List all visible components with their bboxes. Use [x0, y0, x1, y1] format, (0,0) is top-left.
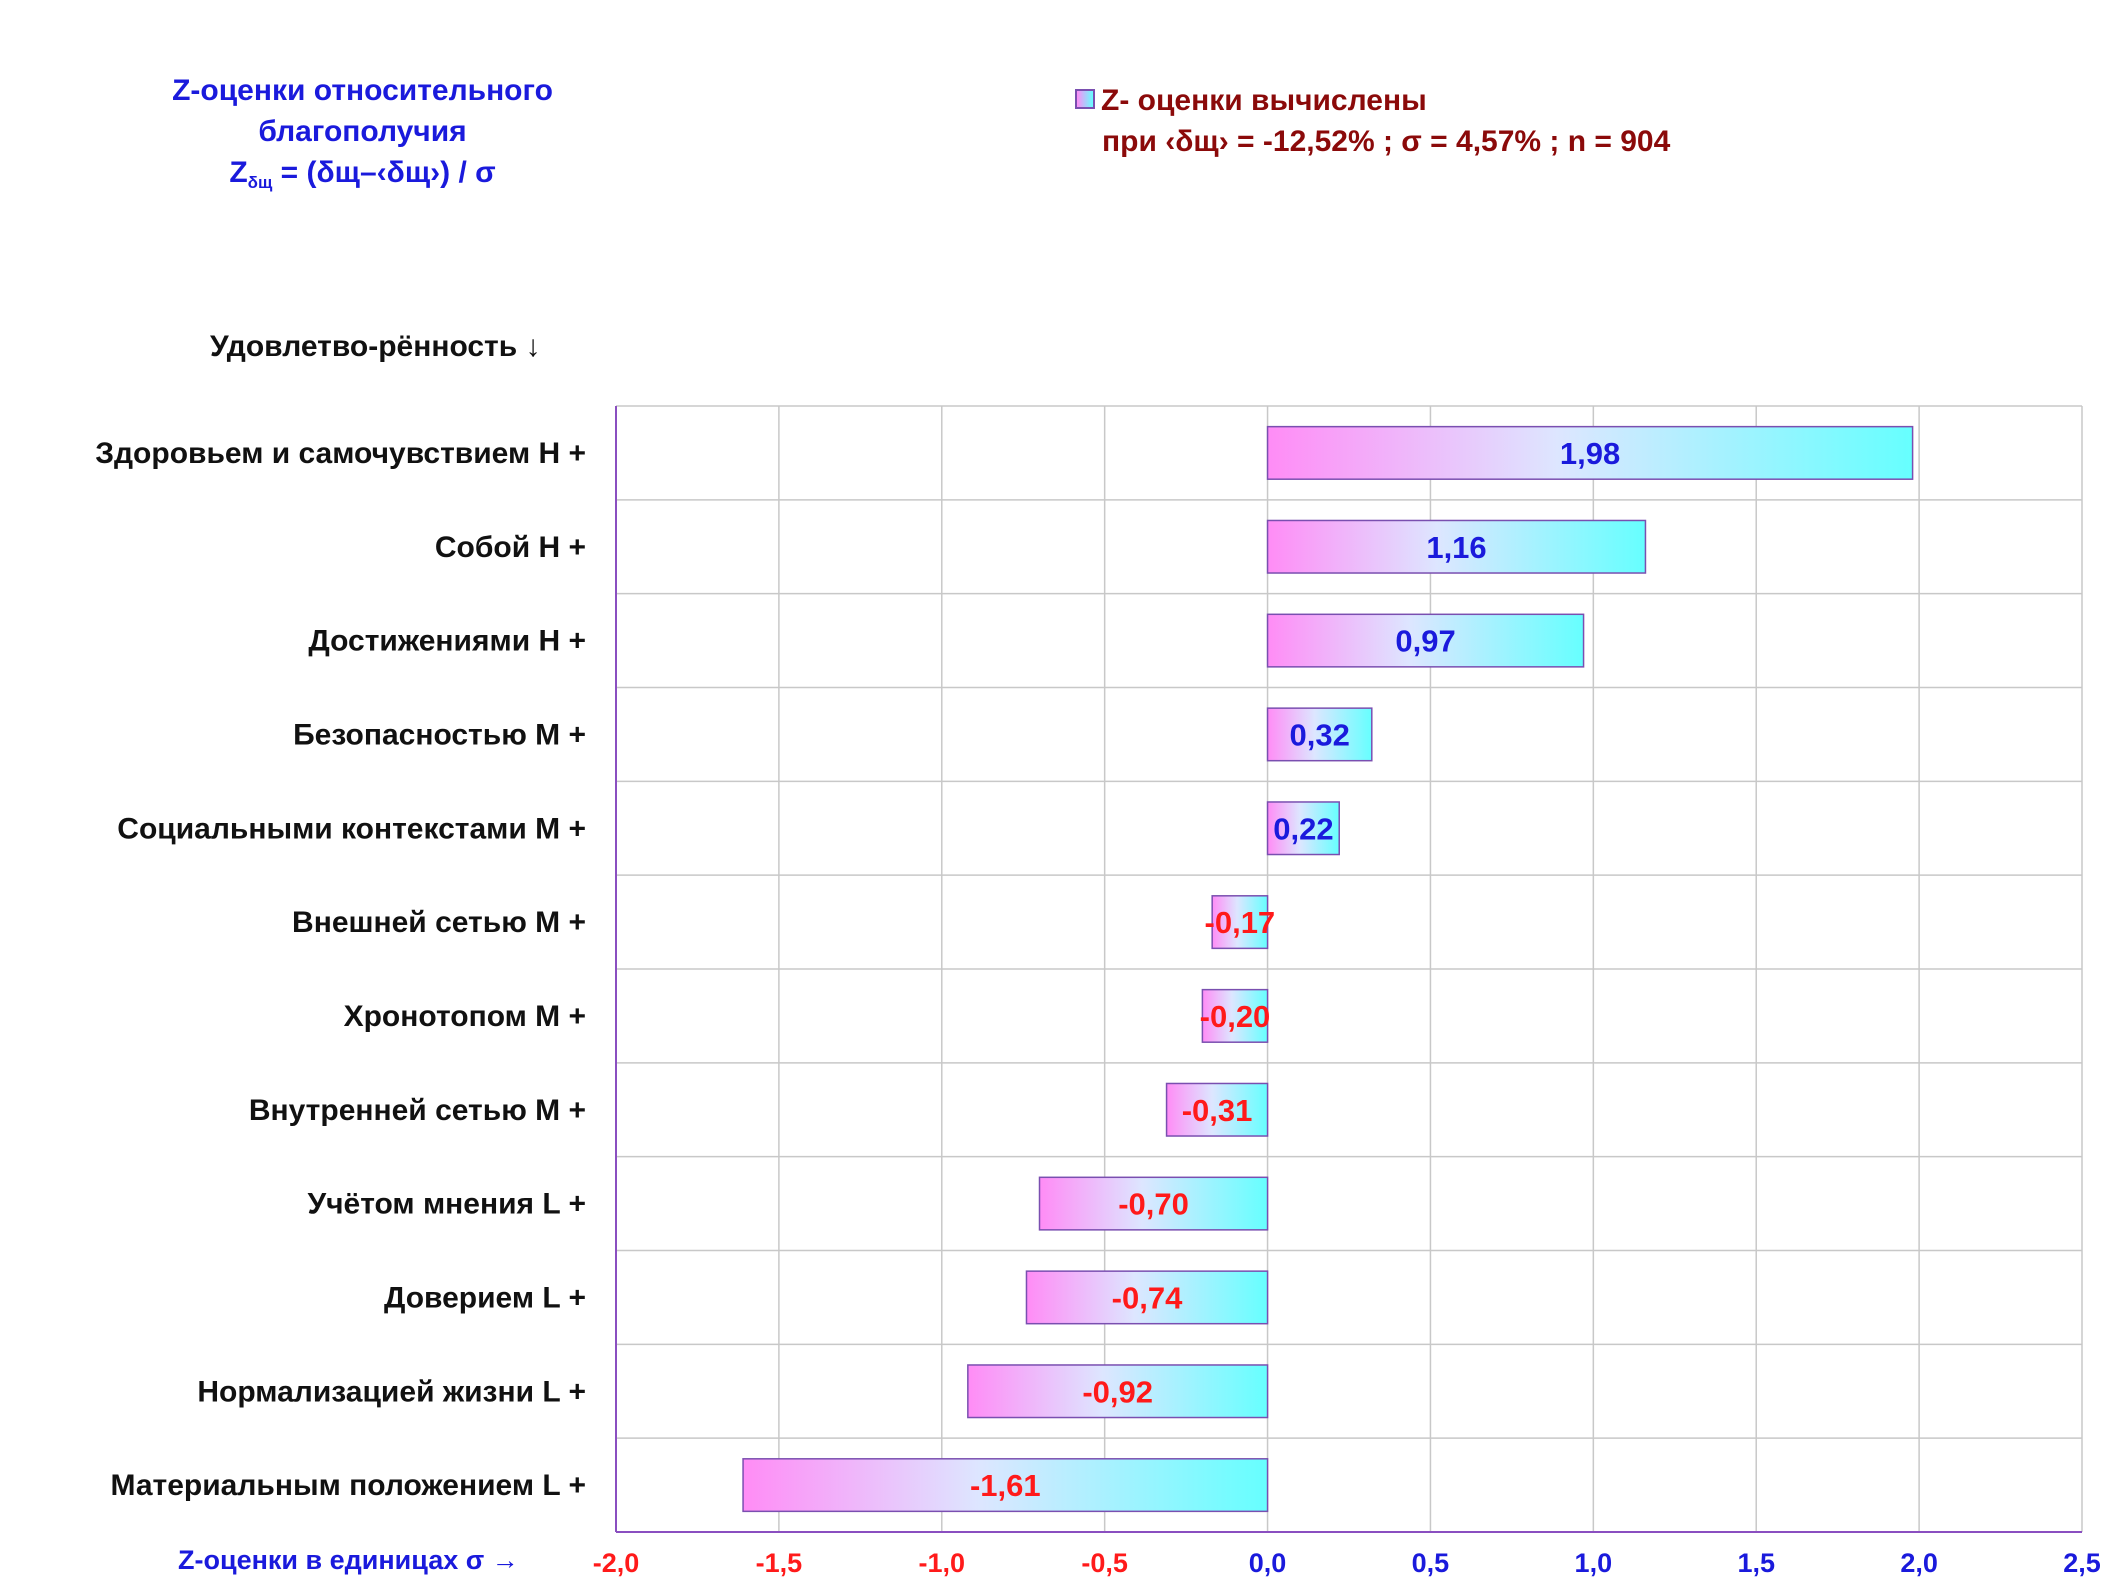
chart-title-line1: Z-оценки относительного: [172, 74, 553, 107]
x-tick-label: -1,0: [919, 1548, 966, 1578]
bar: [742, 1458, 1269, 1513]
bar: [1038, 1176, 1269, 1231]
data-labels: 1,98 1,16 0,97 0,32 0,22 -0,17 -0,20 -0,31 -0,70…: [970, 436, 1620, 1503]
x-axis-label: Z-оценки в единицах σ →: [178, 1545, 519, 1575]
data-label: -1,61: [970, 1468, 1041, 1503]
legend-swatch: [1075, 89, 1095, 109]
category-label: Хронотопом M +: [344, 1000, 586, 1033]
x-tick-label: 2,0: [1900, 1548, 1938, 1578]
legend-line2: при ‹δщ› = -12,52% ; σ = 4,57% ; n = 904: [1102, 125, 1671, 158]
category-label: Здоровьем и самочувствием H +: [95, 437, 586, 470]
category-label: Достижениями H +: [308, 625, 586, 658]
data-label: -0,31: [1182, 1093, 1253, 1128]
formula-subscript: δщ: [247, 173, 273, 192]
bar: [1266, 613, 1585, 668]
bars: [742, 425, 1914, 1513]
bar: [1266, 801, 1340, 856]
category-label: Безопасностью M +: [293, 718, 586, 751]
x-tick-labels: -2,0 -1,5 -1,0 -0,5 0,0 0,5 1,0 1,5 2,0 2,5: [593, 1548, 2101, 1578]
data-label: 0,97: [1395, 624, 1455, 659]
category-label: Социальными контекстами M +: [117, 812, 586, 845]
chart-title-line2: благополучия: [258, 115, 467, 148]
bar: [967, 1364, 1269, 1419]
category-label: Внутренней сетью M +: [249, 1094, 586, 1127]
category-label: Собой H +: [435, 531, 586, 564]
bar: [1266, 707, 1373, 762]
category-label: Материальным положением L +: [110, 1469, 586, 1502]
data-label: -0,17: [1205, 905, 1276, 940]
category-label: Доверием L +: [384, 1281, 586, 1314]
y-axis-header: Удовлетво-рённость ↓: [210, 330, 541, 363]
category-labels: Здоровьем и самочувствием H + Собой H + До…: [95, 437, 586, 1502]
formula-rest: = (δщ–‹δщ›) / σ: [272, 156, 496, 189]
chart-title-formula: Zδщ = (δщ–‹δщ›) / σ: [120, 152, 605, 203]
bar: [1165, 1082, 1269, 1137]
bar: [1266, 425, 1914, 480]
bar: [1201, 988, 1269, 1043]
data-label: -0,20: [1200, 999, 1271, 1034]
x-tick-label: -2,0: [593, 1548, 640, 1578]
data-label: -0,70: [1118, 1187, 1189, 1222]
data-label: -0,74: [1112, 1280, 1183, 1315]
bar: [1211, 895, 1269, 950]
data-label: -0,92: [1082, 1374, 1153, 1409]
data-label: 0,22: [1273, 811, 1333, 846]
x-tick-label: -1,5: [756, 1548, 803, 1578]
data-label: 0,32: [1290, 717, 1350, 752]
x-tick-label: -0,5: [1081, 1548, 1128, 1578]
x-tick-label: 2,5: [2063, 1548, 2101, 1578]
legend: Z- оценки вычислены при ‹δщ› = -12,52% ;…: [1075, 80, 1670, 162]
legend-line1: Z- оценки вычислены: [1101, 84, 1427, 117]
formula-z: Z: [229, 156, 248, 189]
bar: [1025, 1270, 1269, 1325]
category-label: Внешней сетью M +: [292, 906, 586, 939]
chart-title: Z-оценки относительного благополучия Zδщ…: [120, 70, 605, 203]
category-label: Учётом мнения L +: [307, 1188, 586, 1221]
data-label: 1,98: [1560, 436, 1620, 471]
x-tick-label: 1,5: [1737, 1548, 1775, 1578]
x-tick-label: 0,5: [1412, 1548, 1450, 1578]
bar: [1266, 519, 1647, 574]
x-tick-label: 0,0: [1249, 1548, 1287, 1578]
data-label: 1,16: [1426, 530, 1486, 565]
category-label: Нормализацией жизни L +: [197, 1375, 586, 1408]
grid: [615, 405, 2083, 1533]
x-tick-label: 1,0: [1575, 1548, 1613, 1578]
